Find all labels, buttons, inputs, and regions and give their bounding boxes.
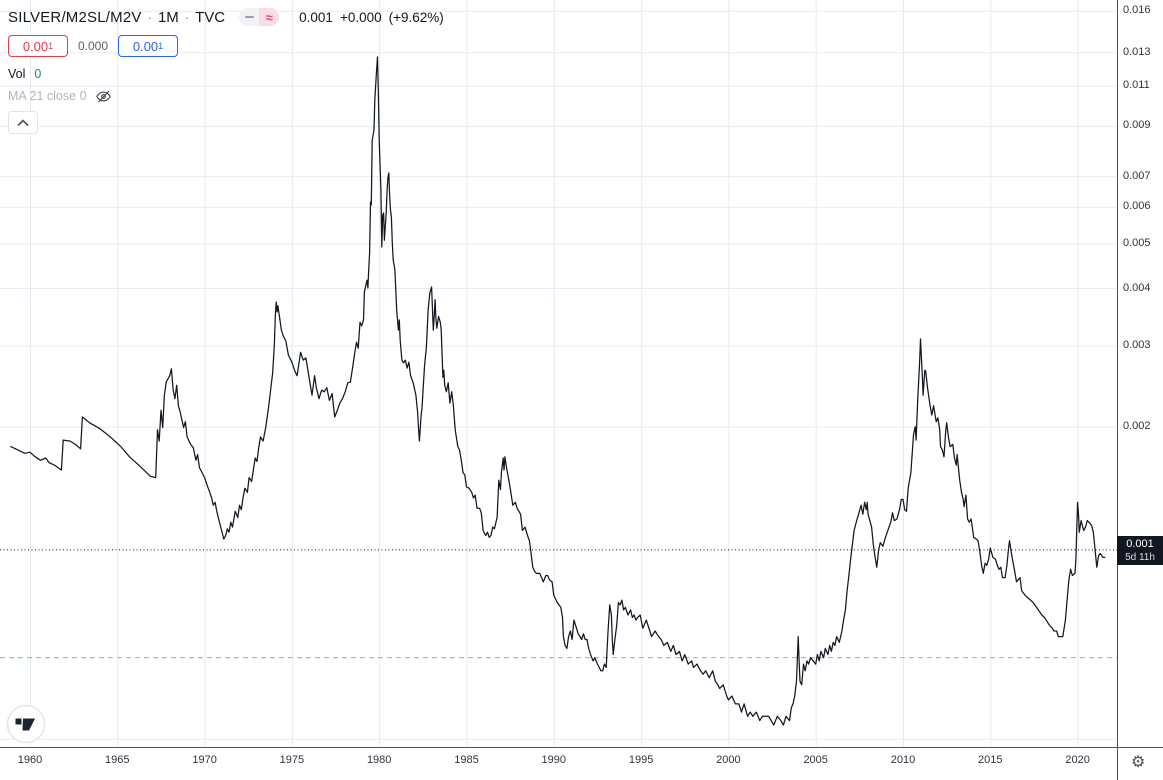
price-tick-label: 0.006 bbox=[1123, 200, 1151, 213]
chevron-up-icon bbox=[17, 118, 29, 126]
chart-legend: SILVER/M2SL/M2V · 1M · TVC ≈ 0.001 +0.00… bbox=[8, 5, 444, 134]
buy-button[interactable]: 0.00 1 bbox=[118, 35, 179, 57]
year-tick-label: 1995 bbox=[628, 754, 654, 766]
volume-label: Vol bbox=[8, 67, 26, 81]
last-price: 0.001 bbox=[299, 9, 333, 25]
year-tick-label: 1970 bbox=[192, 754, 217, 766]
year-tick-label: 1985 bbox=[454, 754, 479, 766]
main-series-line[interactable] bbox=[10, 56, 1106, 726]
price-tick-label: 0.013 bbox=[1123, 45, 1151, 58]
tradingview-logo[interactable] bbox=[6, 704, 46, 744]
quote-row: 0.001 +0.000 (+9.62%) bbox=[299, 10, 444, 25]
separator: · bbox=[184, 9, 190, 25]
volume-legend-row[interactable]: Vol 0 bbox=[8, 66, 444, 82]
price-tick-label: 0.003 bbox=[1123, 339, 1151, 352]
price-tick-label: 0.016 bbox=[1123, 4, 1151, 17]
price-tick-label: 0.005 bbox=[1123, 236, 1151, 249]
year-tick-label: 1960 bbox=[17, 754, 43, 766]
separator: · bbox=[147, 9, 152, 25]
minus-icon bbox=[239, 8, 260, 26]
year-tick-label: 2015 bbox=[978, 754, 1003, 766]
year-tick-label: 2000 bbox=[716, 754, 741, 766]
trade-buttons-row: 0.00 1 0.000 0.00 1 bbox=[8, 35, 444, 57]
symbol-exchange[interactable]: TVC bbox=[195, 8, 226, 26]
approx-icon: ≈ bbox=[259, 8, 280, 26]
sell-button[interactable]: 0.00 1 bbox=[8, 35, 68, 57]
collapse-button[interactable] bbox=[8, 111, 38, 134]
price-tick-label: 0.004 bbox=[1123, 281, 1151, 294]
current-price-value: 0.001 bbox=[1126, 537, 1154, 550]
ma-study-row[interactable]: MA 21 close 0 bbox=[8, 87, 444, 105]
eye-off-icon[interactable] bbox=[95, 88, 112, 105]
price-change: +0.000 bbox=[339, 9, 382, 25]
symbol-row: SILVER/M2SL/M2V · 1M · TVC ≈ 0.001 +0.00… bbox=[8, 5, 444, 29]
logo-slash bbox=[22, 718, 35, 731]
ma-study-label: MA 21 close 0 bbox=[8, 89, 87, 103]
grid bbox=[0, 0, 1117, 747]
year-tick-label: 2020 bbox=[1065, 754, 1090, 766]
bar-countdown: 5d 11h bbox=[1125, 551, 1155, 563]
symbol-interval[interactable]: 1M bbox=[157, 8, 179, 26]
spread-value: 0.000 bbox=[78, 39, 109, 53]
price-tick-label: 0.007 bbox=[1123, 169, 1151, 182]
year-tick-label: 2005 bbox=[803, 754, 828, 766]
year-tick-label: 1965 bbox=[105, 754, 130, 766]
price-change-percent: (+9.62%) bbox=[388, 9, 444, 25]
volume-value: 0 bbox=[34, 67, 42, 81]
price-tick-label: 0.002 bbox=[1123, 420, 1151, 433]
year-tick-label: 1990 bbox=[541, 754, 567, 766]
year-tick-label: 1980 bbox=[366, 754, 392, 766]
data-mode-pill[interactable]: ≈ bbox=[239, 8, 280, 26]
settings-gear-icon[interactable]: ⚙ bbox=[1131, 754, 1146, 771]
year-tick-label: 2010 bbox=[890, 754, 916, 766]
year-tick-label: 1975 bbox=[279, 754, 305, 766]
price-tick-label: 0.009 bbox=[1123, 119, 1151, 132]
current-price-badge: 0.001 5d 11h bbox=[1117, 535, 1163, 565]
price-tick-label: 0.011 bbox=[1123, 79, 1150, 92]
logo-block bbox=[15, 718, 22, 725]
symbol-title[interactable]: SILVER/M2SL/M2V bbox=[8, 8, 142, 26]
